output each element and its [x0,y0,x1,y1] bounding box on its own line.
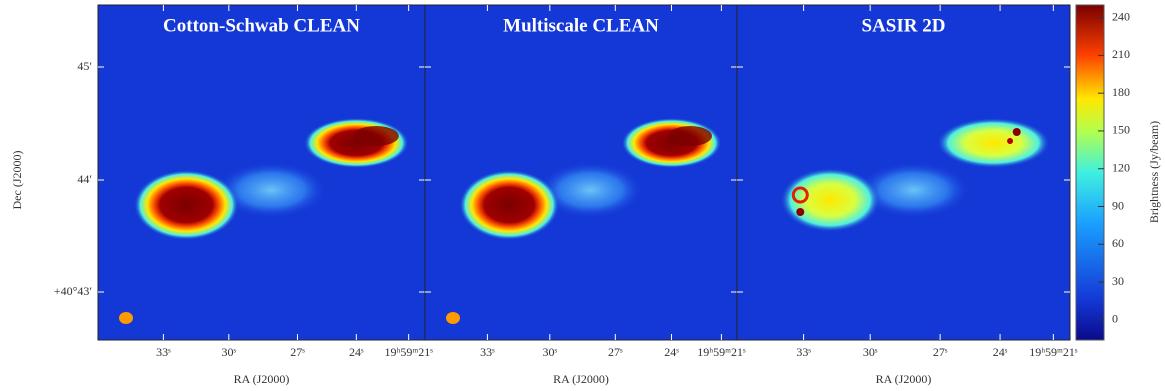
emission [133,170,239,240]
emission [215,162,327,218]
x-tick-label: 27ˢ [608,345,623,359]
colorbar [1075,4,1105,341]
emission [537,162,644,218]
x-axis-label: RA (J2000) [234,372,290,386]
x-tick-label: 27ˢ [290,345,305,359]
hotspot [1007,138,1014,144]
x-tick-label: 33ˢ [480,345,495,359]
emission [304,118,409,168]
hotspot [1012,128,1021,136]
x-tick-label: 33ˢ [156,345,171,359]
x-axis-label: RA (J2000) [876,372,932,386]
colorbar-tick-label: 180 [1112,85,1130,99]
colorbar-label: Brightness (Jy/beam) [1147,121,1161,223]
emission [780,168,881,232]
beam [446,312,460,324]
y-tick-label: 45′ [77,59,92,73]
panel: Multiscale CLEAN 33ˢ 30ˢ 27ˢ 24ˢ 19ʰ59ᵐ21ˢ RA … [424,4,746,386]
emission [621,118,722,168]
x-tick-label: 30ˢ [222,345,237,359]
x-axis-label: RA (J2000) [553,372,609,386]
colorbar-tick-label: 90 [1112,198,1124,212]
emission [856,162,971,218]
x-tick-label: 19ʰ59ᵐ21ˢ [1029,345,1078,359]
y-tick-label: 44′ [77,172,92,186]
x-tick-label: 27ˢ [933,345,948,359]
colorbar-tick-label: 0 [1112,312,1118,326]
y-axis-label: Dec (J2000) [10,151,24,210]
emission [668,126,713,146]
panel-title: SASIR 2D [862,15,946,36]
y-tick-label: +40°43′ [54,284,93,298]
colorbar-tick-label: 150 [1112,123,1130,137]
colorbar-tick-label: 210 [1112,47,1130,61]
panel: Cotton-Schwab CLEAN 33ˢ 30ˢ 27ˢ 24ˢ 19ʰ59ᵐ21ˢ… [97,4,434,386]
x-tick-label: 19ʰ59ᵐ21ˢ [697,345,746,359]
emission [936,118,1051,168]
panel: SASIR 2D 33ˢ 30ˢ 27ˢ 24ˢ 19ʰ59ᵐ21ˢ RA (J2000) [736,4,1078,386]
x-tick-label: 24ˢ [349,345,364,359]
hotspot [791,186,809,204]
x-tick-label: 24ˢ [664,345,679,359]
panel-title: Multiscale CLEAN [503,15,659,36]
x-tick-label: 30ˢ [543,345,558,359]
hotspot [796,208,805,216]
x-tick-label: 30ˢ [863,345,878,359]
colorbar-tick-label: 240 [1112,9,1130,23]
x-tick-label: 33ˢ [796,345,811,359]
emission [459,170,560,240]
colorbar-tick-label: 60 [1112,236,1124,250]
colorbar-tick-label: 30 [1112,274,1124,288]
x-tick-label: 19ʰ59ᵐ21ˢ [385,345,434,359]
panel-title: Cotton-Schwab CLEAN [163,15,360,36]
colorbar-tick-label: 120 [1112,160,1130,174]
emission [353,126,399,146]
beam [119,312,133,324]
x-tick-label: 24ˢ [993,345,1008,359]
